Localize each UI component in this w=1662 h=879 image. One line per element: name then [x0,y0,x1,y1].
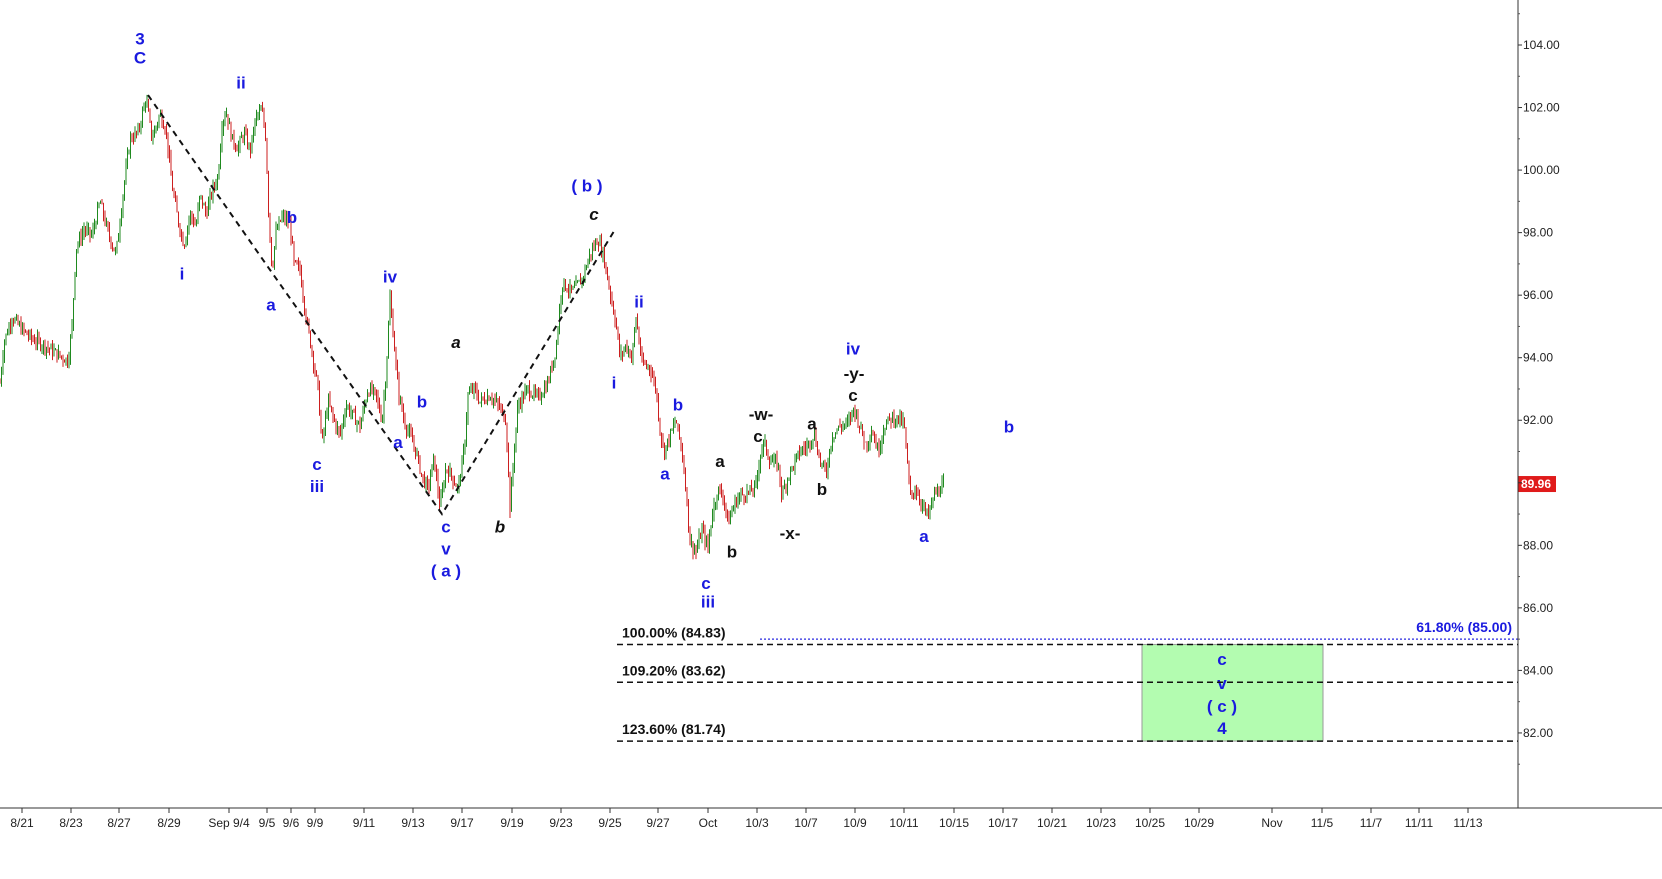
target-zone-label: c [1217,650,1226,669]
wave-label: -y- [844,364,865,383]
x-tick-label: 10/11 [889,816,918,830]
x-tick-label: Oct [699,816,718,830]
x-tick-label: 10/15 [939,816,969,830]
wave-label: a [451,333,460,352]
wave-label: a [807,414,817,433]
x-tick-label: 8/27 [107,816,131,830]
x-tick-label: 9/5 [259,816,276,830]
y-tick-label: 98.00 [1523,226,1553,240]
y-tick-label: 100.00 [1523,163,1560,177]
y-tick-label: 84.00 [1523,663,1553,677]
x-tick-label: 10/29 [1184,816,1214,830]
y-tick-label: 104.00 [1523,38,1560,52]
wave-label: c [441,518,450,537]
wave-label: b [727,543,737,562]
wave-label: C [134,49,146,68]
x-tick-label: 9/19 [500,816,524,830]
wave-label: c [701,574,710,593]
fib-level-label: 100.00% (84.83) [622,624,726,640]
y-tick-label: 88.00 [1523,538,1553,552]
wave-trendline [147,94,616,516]
x-tick-label: 9/11 [353,816,376,830]
last-price-label: 89.96 [1521,477,1551,491]
x-tick-label: 10/7 [794,816,818,830]
wave-label: iii [701,593,715,612]
wave-label: v [441,539,451,558]
x-tick-label: 9/6 [283,816,300,830]
x-tick-label: 10/9 [843,816,867,830]
target-zone-label: 4 [1217,719,1227,738]
x-tick-label: 11/13 [1453,816,1482,830]
wave-label: a [266,296,276,315]
x-tick-label: 8/21 [10,816,34,830]
x-tick-label: 8/23 [59,816,83,830]
wave-label: a [919,527,929,546]
fib-level-label: 109.20% (83.62) [622,662,726,678]
axes-layer: 104.00 102.00 100.00 98.00 96.00 94.00 92.00 88… [0,0,1662,830]
wave-label: iv [846,339,861,358]
y-tick-label: 92.00 [1523,413,1553,427]
x-tick-label: 11/7 [1360,816,1383,830]
x-tick-label: 10/21 [1037,816,1067,830]
wave-label: i [612,374,617,393]
x-tick-label: 8/29 [157,816,181,830]
wave-label: -x- [780,524,801,543]
fib-level-label: 123.60% (81.74) [622,721,726,737]
wave-label: a [660,464,670,483]
wave-label: c [753,427,762,446]
wave-label: b [1004,417,1014,436]
x-tick-label: 9/13 [401,816,425,830]
wave-label: ii [634,292,643,311]
x-tick-label: 9/27 [646,816,670,830]
x-tick-label: 11/11 [1405,816,1434,830]
price-bars-layer: 89.96 [0,94,1556,560]
wave-label: -w- [749,405,774,424]
trendline-layer [147,94,616,516]
x-tick-label: 11/5 [1311,816,1334,830]
x-tick-label: 9/25 [598,816,622,830]
fib-extension-label: 61.80% (85.00) [1416,619,1512,635]
target-zone-box [1141,643,1324,742]
fibonacci-levels-layer: 100.00% (84.83) 109.20% (83.62) 123.60% (8… [617,619,1518,742]
x-tick-label: 10/23 [1086,816,1116,830]
x-tick-label: 10/3 [745,816,769,830]
wave-label: b [287,208,297,227]
wave-label: a [715,452,725,471]
y-tick-label: 96.00 [1523,288,1553,302]
wave-label: i [180,264,185,283]
target-zone-label: ( c ) [1207,697,1237,716]
x-tick-label: Sep 9/4 [208,816,250,830]
x-tick-label: 9/17 [450,816,474,830]
wave-label: b [417,392,427,411]
x-tick-label: 9/9 [307,816,324,830]
y-tick-label: 94.00 [1523,351,1553,365]
x-tick-label: 9/23 [549,816,573,830]
target-zone-label: v [1217,674,1227,693]
y-tick-label: 82.00 [1523,726,1553,740]
y-tick-label: 102.00 [1523,101,1560,115]
x-tick-label: Nov [1261,816,1282,830]
wave-label: c [312,455,321,474]
wave-label: ( b ) [571,177,602,196]
wave-label: a [393,433,403,452]
wave-label: b [673,396,683,415]
wave-label: iii [310,477,324,496]
x-tick-label: 10/25 [1135,816,1165,830]
y-tick-label: 86.00 [1523,601,1553,615]
wave-label: b [817,480,827,499]
wave-label: c [848,386,857,405]
wave-label: c [589,205,599,224]
x-tick-label: 10/17 [988,816,1018,830]
target-zone-layer: cv ( c ) 4 [1141,643,1324,742]
wave-label: 3 [135,30,144,49]
last-price-tag [1518,476,1556,493]
wave-label: iv [383,267,398,286]
wave-label: b [495,518,505,537]
wave-label: ii [236,74,245,93]
wave-label: ( a ) [431,561,461,580]
